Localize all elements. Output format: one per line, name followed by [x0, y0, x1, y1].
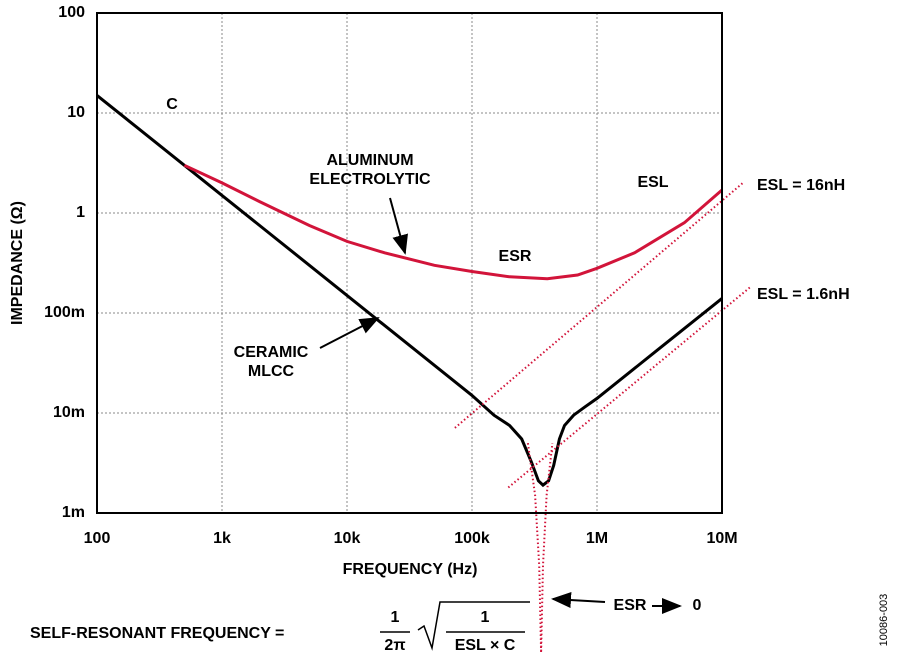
arrow: [389, 197, 408, 255]
x-tick-label: 10k: [334, 530, 361, 547]
lines: [96, 94, 751, 653]
x-tick-label: 100: [84, 530, 111, 547]
series-label: ESL = 16nH: [757, 177, 845, 194]
y-tick-label: 100m: [44, 304, 85, 321]
formula-root-numerator: 1: [481, 609, 490, 626]
y-tick-label: 10: [67, 104, 85, 121]
dotted-line: [507, 286, 751, 489]
series-label: CERAMIC MLCC: [234, 344, 309, 380]
annotation: ESR: [499, 248, 532, 265]
impedance-curve: [96, 94, 723, 488]
formula-numerator: 1: [391, 609, 400, 626]
grid: [96, 12, 723, 514]
figure-id: 10086-003: [878, 594, 890, 647]
y-tick-label: 10m: [53, 404, 85, 421]
plot-frame: [96, 12, 723, 514]
y-tick-label: 1: [76, 204, 85, 221]
annotation: 0: [693, 597, 702, 614]
formula-label: SELF-RESONANT FREQUENCY =: [30, 625, 284, 642]
dotted-line: [526, 442, 554, 653]
x-tick-label: 1k: [213, 530, 231, 547]
arrow: [319, 317, 380, 349]
series-label: ALUMINUM ELECTROLYTIC: [309, 152, 431, 188]
x-tick-label: 100k: [454, 530, 490, 547]
dotted-line: [454, 181, 745, 429]
sqrt-sign: [417, 601, 530, 651]
x-axis-label: FREQUENCY (Hz): [343, 561, 478, 578]
y-tick-label: 1m: [62, 504, 85, 521]
series-label: ESL = 1.6nH: [757, 286, 850, 303]
annotation: ESR: [614, 597, 647, 614]
x-tick-label: 1M: [586, 530, 608, 547]
arrow: [551, 592, 606, 609]
formula-root-denominator: ESL × C: [455, 637, 516, 654]
impedance-curve: [183, 163, 723, 281]
y-axis-label: IMPEDANCE (Ω): [9, 201, 26, 325]
formula-denominator: 2π: [384, 637, 405, 654]
y-tick-label: 100: [58, 4, 85, 21]
annotation: ESL: [637, 174, 668, 191]
annotation: C: [166, 96, 178, 113]
x-tick-label: 10M: [706, 530, 737, 547]
